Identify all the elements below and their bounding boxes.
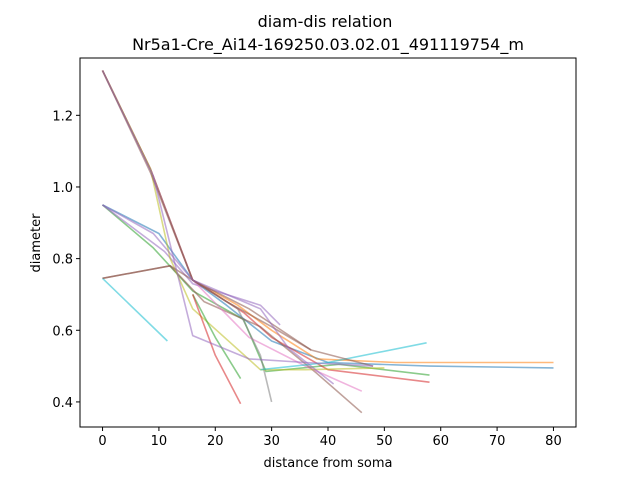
series-line-4	[102, 204, 281, 326]
x-tick-label: 0	[98, 434, 106, 449]
y-axis: 0.4 0.6 0.8 1.0 1.2	[52, 109, 80, 411]
x-tick-label: 40	[320, 434, 337, 449]
x-tick-label: 20	[207, 434, 224, 449]
series-line-14	[101, 70, 312, 351]
x-tick-label: 80	[545, 434, 562, 449]
y-tick-label: 1.2	[52, 109, 73, 124]
series-line-11	[191, 294, 242, 380]
chart-subtitle: Nr5a1-Cre_Ai14-169250.03.02.01_491119754…	[132, 35, 524, 55]
y-tick-label: 1.0	[52, 181, 73, 196]
x-tick-label: 70	[489, 434, 506, 449]
x-tick-label: 10	[151, 434, 168, 449]
y-tick-label: 0.4	[52, 396, 73, 411]
y-tick-label: 0.8	[52, 253, 73, 268]
series-line-13	[102, 264, 374, 367]
series-line-15	[101, 70, 374, 367]
x-axis: 0 10 20 30 40 50 60 70 80	[98, 427, 562, 449]
series-line-9	[101, 277, 168, 342]
series-layer	[101, 70, 554, 414]
series-line-10	[260, 342, 427, 371]
series-line-12	[191, 294, 242, 405]
series-line-16	[102, 204, 335, 385]
x-tick-label: 30	[263, 434, 280, 449]
y-axis-label: diameter	[29, 213, 44, 273]
series-line-0	[102, 204, 554, 369]
chart-title: diam-dis relation	[258, 12, 393, 31]
x-axis-label: distance from soma	[264, 456, 393, 471]
x-tick-label: 50	[376, 434, 393, 449]
y-tick-label: 0.6	[52, 324, 73, 339]
x-tick-label: 60	[432, 434, 449, 449]
